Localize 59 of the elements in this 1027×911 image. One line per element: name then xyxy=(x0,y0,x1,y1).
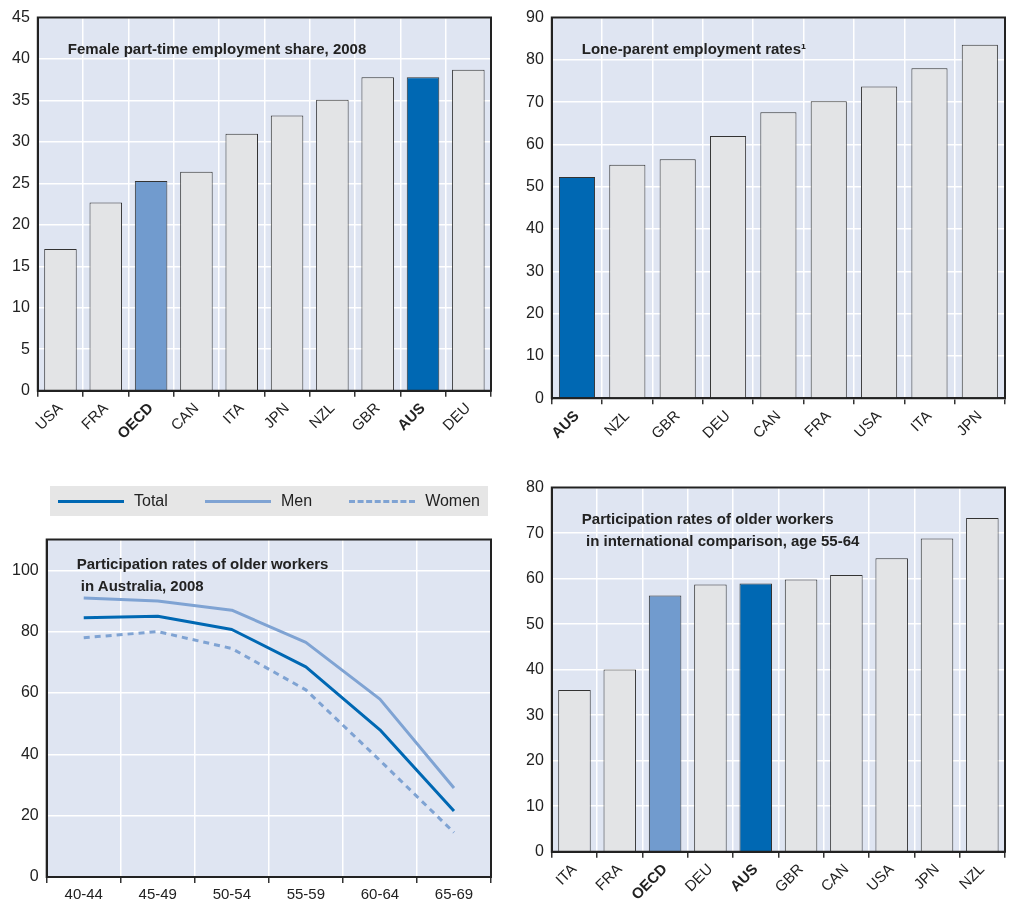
x-tick-label: ITA xyxy=(219,399,247,427)
x-tick-label: 60-64 xyxy=(360,885,400,903)
y-tick-label: 40 xyxy=(12,49,30,67)
legend-label: Total xyxy=(134,492,168,510)
text: Lone-parent employment rates¹ xyxy=(581,40,807,58)
x-tick-label: ITA xyxy=(906,406,935,435)
y-tick-label: 20 xyxy=(526,751,544,769)
y-tick-label: 60 xyxy=(526,569,544,587)
x-tick-label: ITA xyxy=(551,860,580,888)
x-tick-label: USA xyxy=(862,860,897,894)
y-tick-label: 0 xyxy=(534,388,544,406)
y-tick-label: 20 xyxy=(20,806,39,824)
y-tick-label: 30 xyxy=(12,132,30,150)
x-tick-label: 40-44 xyxy=(64,885,103,903)
y-tick-label: 20 xyxy=(12,215,30,233)
x-tick-label: NZL xyxy=(955,860,988,893)
y-tick-label: 70 xyxy=(526,523,544,541)
x-tick-label: 45-49 xyxy=(138,885,177,903)
y-tick-label: 5 xyxy=(20,339,30,357)
y-tick-label: 70 xyxy=(526,92,544,110)
text: Participation rates of older workers in international comparison, age 55-64 xyxy=(581,510,861,550)
y-tick-label: 80 xyxy=(20,622,39,640)
y-tick-label: 0 xyxy=(29,867,39,885)
y-tick-label: 60 xyxy=(20,683,39,701)
x-tick-label: 55-59 xyxy=(286,885,326,903)
x-tick-label: FRA xyxy=(800,406,834,440)
y-tick-label: 100 xyxy=(11,560,39,578)
y-tick-label: 35 xyxy=(12,90,30,108)
legend-label: Women xyxy=(425,492,480,510)
y-tick-label: 80 xyxy=(526,478,544,496)
y-tick-label: 90 xyxy=(526,8,544,26)
line-series xyxy=(82,630,456,835)
y-tick-label: 10 xyxy=(526,796,544,814)
y-tick-label: 40 xyxy=(526,219,544,237)
y-tick-label: 30 xyxy=(526,261,544,279)
x-tick-label: NZL xyxy=(305,399,338,432)
y-tick-label: 0 xyxy=(534,842,544,860)
y-tick-label: 0 xyxy=(20,381,30,399)
x-tick-label: 50-54 xyxy=(212,885,252,903)
y-tick-label: 40 xyxy=(526,660,544,678)
y-tick-label: 30 xyxy=(526,705,544,723)
x-tick-label: 65-69 xyxy=(434,885,474,903)
legend-label: Men xyxy=(280,492,313,510)
text: Participation rates of older workers in Australia, 2008 xyxy=(76,555,329,595)
y-tick-label: 25 xyxy=(12,173,30,191)
y-tick-label: 40 xyxy=(20,744,39,762)
y-tick-label: 10 xyxy=(526,346,544,364)
x-tick-label: NZL xyxy=(600,406,633,439)
y-tick-label: 50 xyxy=(526,614,544,632)
y-tick-label: 20 xyxy=(526,304,544,322)
y-tick-label: 15 xyxy=(12,256,30,274)
x-tick-label: USA xyxy=(850,406,885,441)
y-tick-label: 50 xyxy=(526,177,544,195)
text: Female part-time employment share, 2008 xyxy=(67,40,367,58)
y-tick-label: 80 xyxy=(526,50,544,68)
y-tick-label: 10 xyxy=(12,298,30,316)
y-tick-label: 45 xyxy=(12,8,30,26)
y-tick-label: 60 xyxy=(526,134,544,152)
x-tick-label: USA xyxy=(31,399,66,433)
